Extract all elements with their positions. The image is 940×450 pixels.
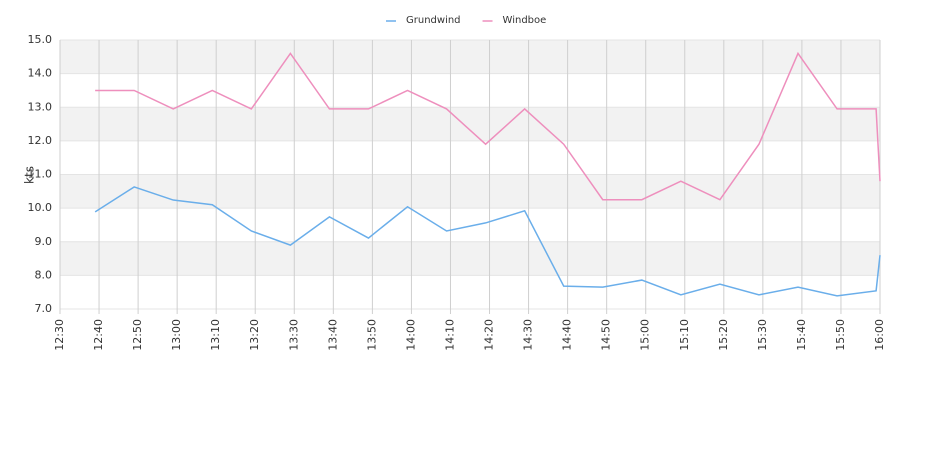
legend-label: Grundwind xyxy=(406,15,461,26)
x-tick-label: 16:00 xyxy=(873,319,886,351)
y-tick-label: 14.0 xyxy=(28,67,53,80)
y-tick-label: 7.0 xyxy=(35,302,53,315)
x-tick-label: 15:50 xyxy=(834,319,847,351)
x-tick-label: 14:40 xyxy=(561,319,574,351)
x-tick-label: 12:50 xyxy=(131,319,144,351)
x-tick-label: 15:00 xyxy=(639,319,652,351)
x-tick-label: 15:30 xyxy=(756,319,769,351)
x-tick-label: 13:00 xyxy=(170,319,183,351)
y-tick-label: 10.0 xyxy=(28,201,53,214)
x-tick-label: 13:10 xyxy=(209,319,222,351)
y-tick-label: 8.0 xyxy=(35,268,53,281)
x-tick-label: 13:20 xyxy=(248,319,261,351)
y-axis-label: kts xyxy=(23,166,37,184)
grid-band xyxy=(60,40,880,74)
x-tick-label: 13:40 xyxy=(326,319,339,351)
y-tick-label: 12.0 xyxy=(28,134,53,147)
legend-label: Windboe xyxy=(503,15,547,26)
x-tick-label: 14:50 xyxy=(600,319,613,351)
y-tick-label: 15.0 xyxy=(28,33,53,46)
y-tick-label: 11.0 xyxy=(28,168,53,181)
x-tick-label: 15:10 xyxy=(678,319,691,351)
y-tick-label: 9.0 xyxy=(35,235,53,248)
x-tick-label: 13:30 xyxy=(287,319,300,351)
x-tick-label: 15:40 xyxy=(795,319,808,351)
x-tick-label: 14:20 xyxy=(483,319,496,351)
x-tick-label: 14:30 xyxy=(522,319,535,351)
x-tick-label: 13:50 xyxy=(365,319,378,351)
series-line xyxy=(95,51,881,201)
y-tick-label: 13.0 xyxy=(28,100,53,113)
series-line xyxy=(94,186,881,297)
x-tick-label: 12:30 xyxy=(53,319,66,351)
grid-band xyxy=(60,241,880,276)
grid-band xyxy=(60,174,880,209)
x-tick-label: 15:20 xyxy=(717,319,730,351)
x-tick-label: 14:10 xyxy=(443,319,456,351)
x-tick-label: 14:00 xyxy=(404,319,417,351)
grid-band xyxy=(60,107,880,141)
x-tick-label: 12:40 xyxy=(92,319,105,351)
